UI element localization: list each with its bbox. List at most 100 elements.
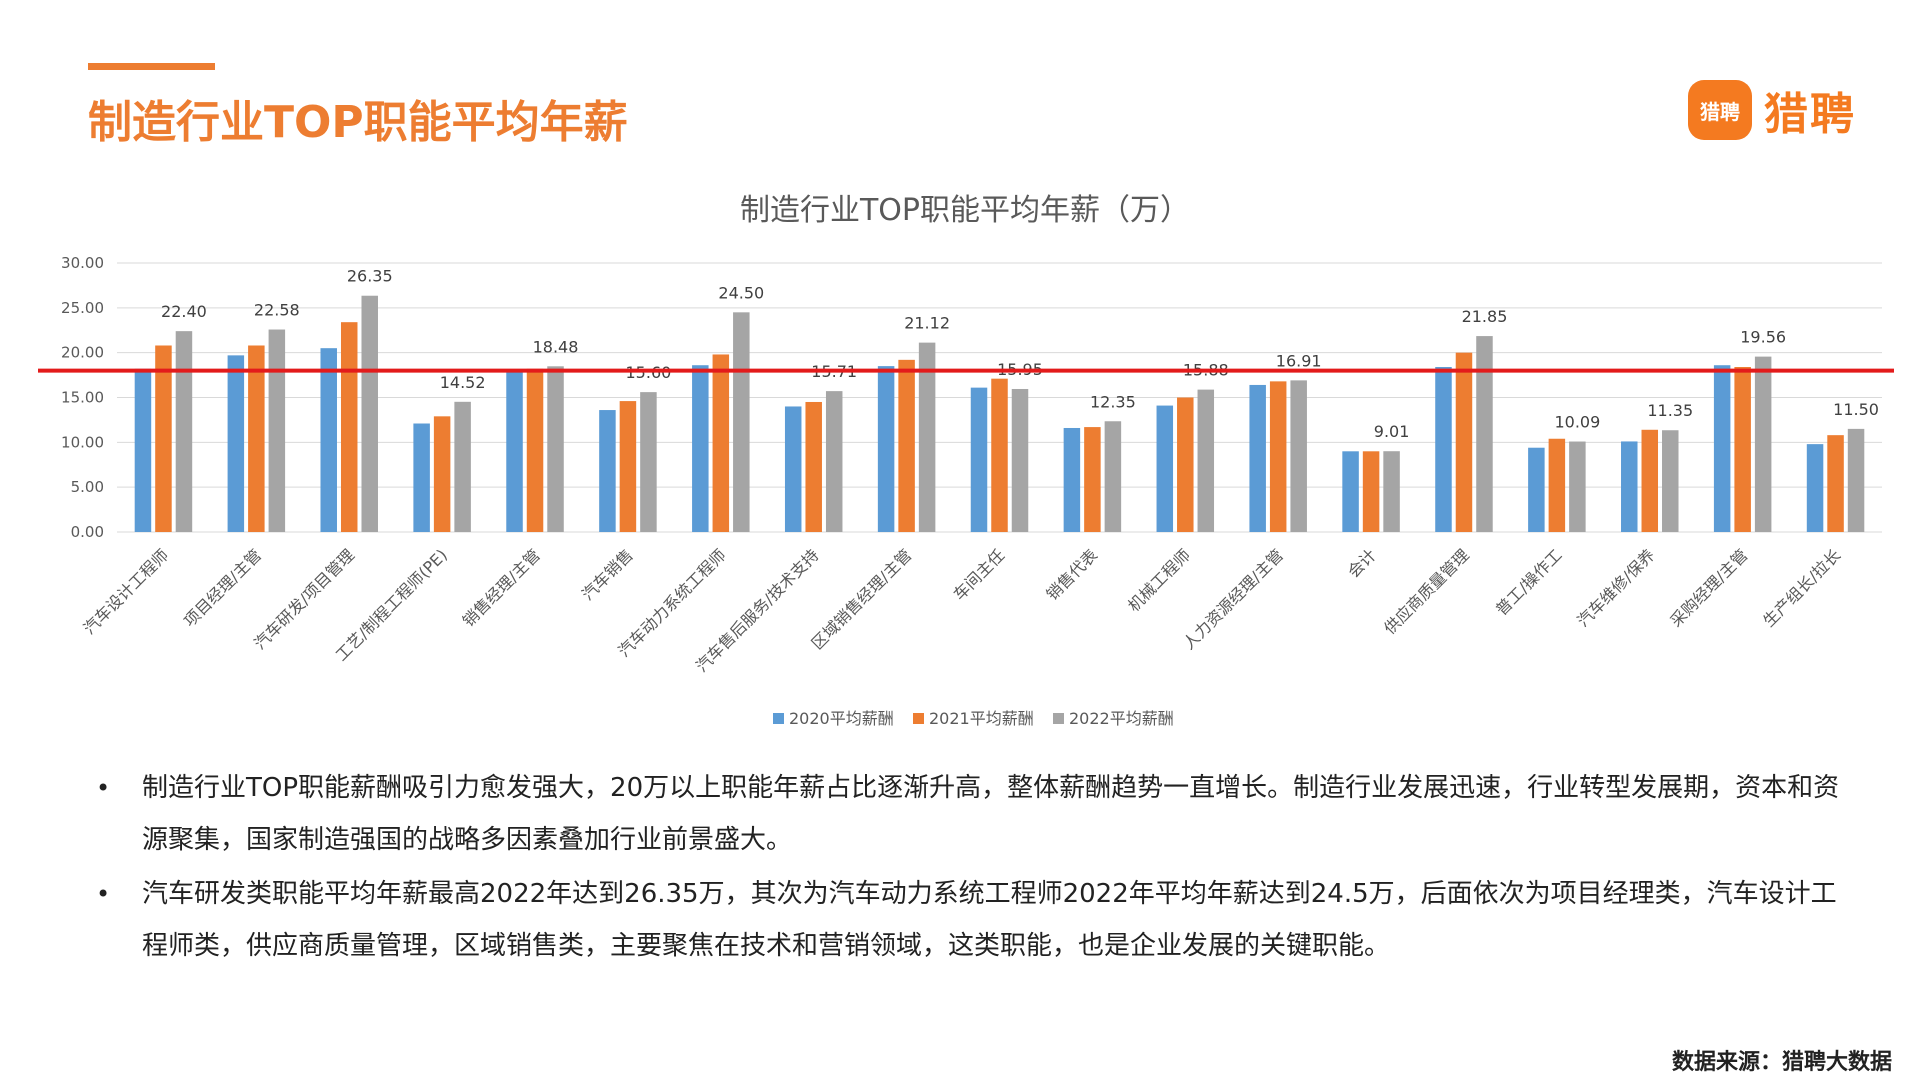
bar-2020平均薪酬 — [134, 368, 152, 532]
bar-2020平均薪酬 — [1621, 441, 1638, 532]
data-label: 21.12 — [904, 314, 950, 333]
x-tick-label: 汽车销售 — [578, 545, 637, 604]
x-tick-label: 供应商质量管理 — [1380, 545, 1473, 638]
x-tick-label: 人力资源经理/主管 — [1179, 545, 1287, 653]
data-label: 10.09 — [1554, 413, 1600, 432]
x-tick-label: 销售代表 — [1043, 545, 1102, 604]
bar-2020平均薪酬 — [227, 355, 245, 532]
x-tick-label: 采购经理/主管 — [1666, 545, 1751, 630]
bar-2021平均薪酬 — [1548, 438, 1566, 532]
data-label: 19.56 — [1740, 328, 1786, 347]
bar-2020平均薪酬 — [1249, 384, 1266, 532]
bar-2021平均薪酬 — [1177, 397, 1194, 532]
bar-2022平均薪酬 — [1011, 388, 1029, 532]
bar-2021平均薪酬 — [991, 378, 1008, 532]
bar-2022平均薪酬 — [1754, 356, 1772, 532]
legend-swatch — [1053, 713, 1064, 724]
data-label: 22.58 — [254, 301, 300, 320]
bullet-item: 汽车研发类职能平均年薪最高2022年达到26.35万，其次为汽车动力系统工程师2… — [96, 868, 1856, 972]
bar-2021平均薪酬 — [805, 401, 822, 532]
bar-2021平均薪酬 — [1084, 427, 1101, 532]
legend-label: 2021平均薪酬 — [929, 709, 1034, 728]
bar-2022平均薪酬 — [918, 342, 936, 532]
bar-2022平均薪酬 — [268, 329, 286, 532]
bar-2021平均薪酬 — [619, 401, 637, 532]
bar-2022平均薪酬 — [825, 391, 843, 532]
bar-2022平均薪酬 — [1104, 421, 1122, 532]
data-label: 11.35 — [1647, 401, 1693, 420]
bar-2021平均薪酬 — [340, 322, 358, 532]
bar-2021平均薪酬 — [1641, 429, 1659, 532]
bar-2021平均薪酬 — [898, 359, 915, 532]
bar-2021平均薪酬 — [433, 416, 451, 532]
data-label: 14.52 — [440, 373, 486, 392]
data-label: 21.85 — [1462, 307, 1508, 326]
legend-label: 2020平均薪酬 — [789, 709, 894, 728]
bar-2021平均薪酬 — [1362, 451, 1380, 532]
bar-2020平均薪酬 — [1156, 405, 1174, 532]
bar-2021平均薪酬 — [155, 345, 172, 532]
y-tick-label: 10.00 — [61, 433, 104, 451]
y-tick-label: 0.00 — [71, 523, 104, 541]
legend-label: 2022平均薪酬 — [1069, 709, 1174, 728]
bar-2020平均薪酬 — [877, 366, 895, 532]
bar-2020平均薪酬 — [320, 348, 337, 532]
bullet-item: 制造行业TOP职能薪酬吸引力愈发强大，20万以上职能年薪占比逐渐升高，整体薪酬趋… — [96, 762, 1856, 866]
bar-2021平均薪酬 — [1269, 381, 1287, 532]
bar-2020平均薪酬 — [692, 365, 709, 532]
data-label: 22.40 — [161, 302, 207, 321]
legend-swatch — [913, 713, 924, 724]
legend-swatch — [773, 713, 784, 724]
x-tick-label: 普工/操作工 — [1492, 545, 1566, 619]
bar-2022平均薪酬 — [640, 392, 657, 532]
bar-2022平均薪酬 — [733, 312, 750, 532]
chart-title: 制造行业TOP职能平均年薪（万） — [740, 193, 1190, 228]
bar-2020平均薪酬 — [1528, 447, 1545, 532]
bar-2020平均薪酬 — [413, 423, 430, 532]
x-tick-label: 销售经理/主管 — [459, 545, 544, 630]
data-label: 24.50 — [718, 283, 764, 302]
data-label: 16.91 — [1276, 351, 1322, 370]
bar-2020平均薪酬 — [506, 369, 523, 532]
bar-2022平均薪酬 — [1383, 451, 1400, 532]
x-tick-label: 汽车设计工程师 — [80, 545, 173, 638]
bar-2020平均薪酬 — [1063, 427, 1081, 532]
bar-2022平均薪酬 — [1290, 380, 1307, 532]
bar-2020平均薪酬 — [1713, 365, 1731, 532]
bar-2021平均薪酬 — [712, 354, 730, 532]
bar-2021平均薪酬 — [1827, 435, 1844, 532]
data-label: 12.35 — [1090, 392, 1136, 411]
x-tick-label: 汽车研发/项目管理 — [250, 545, 358, 653]
data-label: 18.48 — [533, 337, 579, 356]
x-tick-label: 生产组长/拉长 — [1759, 545, 1844, 630]
bar-2022平均薪酬 — [1847, 428, 1865, 532]
bar-2021平均薪酬 — [1734, 367, 1751, 532]
bar-2022平均薪酬 — [547, 366, 564, 532]
bar-2020平均薪酬 — [599, 410, 616, 532]
x-tick-label: 车间主任 — [950, 545, 1009, 604]
data-label: 26.35 — [347, 267, 393, 286]
bar-2022平均薪酬 — [1569, 441, 1586, 532]
page-title: 制造行业TOP职能平均年薪 — [88, 97, 628, 148]
salary-bar-chart: 制造行业TOP职能平均年薪（万） 0.00 5.00 10.00 15.00 20.00 2… — [38, 193, 1894, 728]
bar-2020平均薪酬 — [1435, 367, 1452, 532]
bar-2020平均薪酬 — [970, 387, 988, 532]
bullet-list: 制造行业TOP职能薪酬吸引力愈发强大，20万以上职能年薪占比逐渐升高，整体薪酬趋… — [96, 762, 1856, 974]
bar-2022平均薪酬 — [1197, 389, 1215, 532]
data-label: 15.60 — [626, 363, 672, 382]
bar-2021平均薪酬 — [526, 368, 544, 532]
brand-logo: 猎聘 猎聘 — [1688, 78, 1856, 142]
logo-badge: 猎聘 — [1688, 80, 1752, 140]
y-tick-label: 25.00 — [61, 299, 104, 317]
data-label: 9.01 — [1374, 422, 1410, 441]
x-tick-label: 会计 — [1344, 545, 1380, 581]
bar-2022平均薪酬 — [1476, 336, 1493, 532]
title-accent-bar — [88, 63, 215, 70]
y-tick-label: 5.00 — [71, 478, 104, 496]
bar-2022平均薪酬 — [454, 401, 471, 532]
x-tick-label: 汽车维修/保养 — [1573, 545, 1658, 630]
y-tick-label: 30.00 — [61, 254, 104, 272]
bar-2020平均薪酬 — [1806, 444, 1824, 532]
y-tick-label: 15.00 — [61, 389, 104, 407]
bar-2021平均薪酬 — [248, 345, 265, 532]
